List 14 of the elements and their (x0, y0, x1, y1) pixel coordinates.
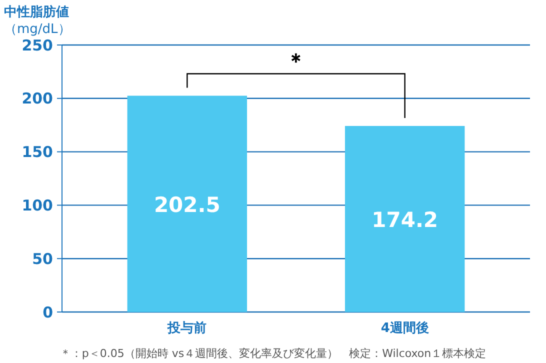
y-axis-title: （mg/dL） (4, 22, 71, 37)
y-tick-label: 50 (32, 250, 53, 268)
y-tick-label: 0 (42, 303, 53, 322)
x-tick-label: 投与前 (166, 321, 207, 336)
y-tick-label: 250 (22, 36, 53, 54)
y-tick-label: 100 (22, 196, 53, 214)
text: ＊：p＜0.05（開始時 vs４週間後、変化率及び変化量） 検定：Wilcoxon１標本検定 (60, 347, 486, 360)
data-label: 202.5 (154, 192, 220, 217)
x-tick-label: 4週間後 (380, 320, 429, 336)
data-label: 174.2 (372, 208, 438, 232)
annotation: ＊ (286, 48, 306, 73)
y-tick-label: 150 (22, 143, 53, 162)
chart-title: 中性脂肪値 (4, 4, 69, 20)
y-tick-label: 200 (22, 90, 53, 108)
